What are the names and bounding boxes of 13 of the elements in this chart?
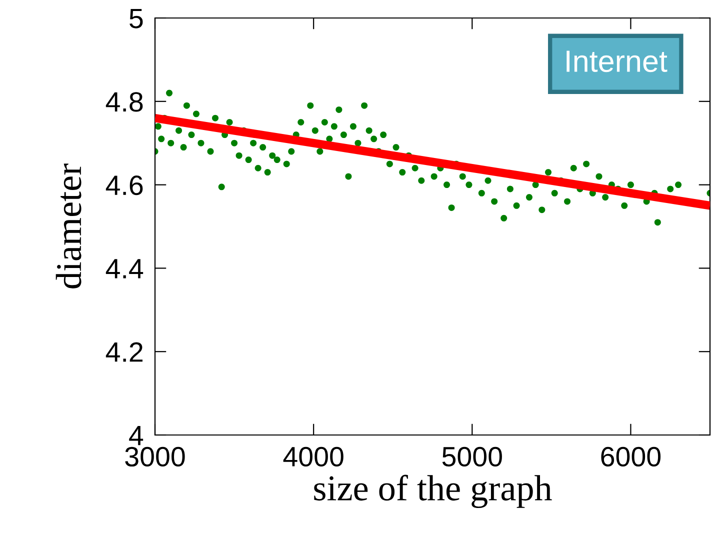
annotation: Internet	[566, 50, 668, 72]
y-tick-label: 4.4	[106, 259, 144, 278]
y-tick-label: 5	[130, 8, 143, 28]
x-tick-label: 4000	[283, 446, 344, 467]
y-tick-label: 4.8	[106, 92, 143, 112]
x-tick-label: 6000	[601, 446, 661, 467]
x-axis-title: size of the graph	[314, 474, 552, 508]
y-tick-label: 4	[129, 426, 144, 446]
y-axis-title: diameter	[56, 164, 82, 288]
y-tick-label: 4.6	[106, 175, 143, 196]
y-tick-label: 4.2	[106, 342, 142, 362]
x-tick-label: 5000	[442, 446, 502, 467]
x-tick-label: 3000	[125, 446, 185, 467]
